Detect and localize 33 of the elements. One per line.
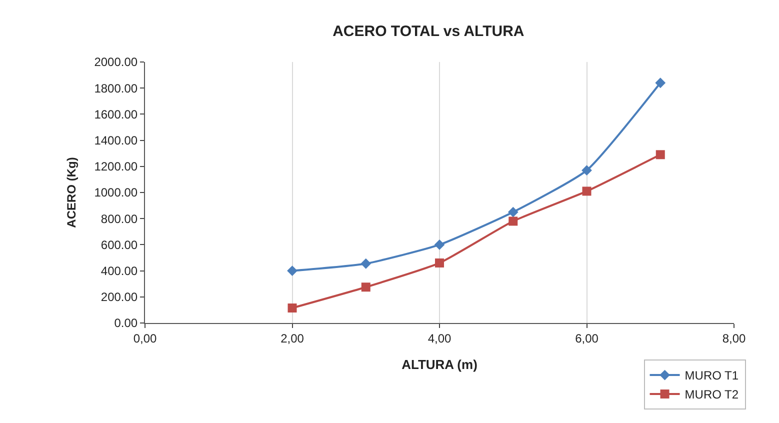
y-axis-title: ACERO (Kg) (64, 157, 79, 228)
x-axis-title: ALTURA (m) (402, 357, 478, 372)
point (656, 150, 665, 160)
y-tick-label: 2000.00 (94, 55, 138, 70)
y-tick-label: 1800.00 (94, 81, 138, 96)
x-tick-label: 4,00 (428, 331, 452, 346)
legend-label: MURO T1 (684, 368, 739, 383)
legend-label: MURO T2 (684, 388, 739, 402)
y-tick-label: 600.00 (100, 238, 138, 252)
y-tick-label: 1000.00 (94, 186, 138, 200)
point (508, 216, 518, 226)
point (508, 206, 518, 218)
y-tick-label: 400.00 (100, 264, 138, 278)
x-tick-label: 8,00 (722, 331, 746, 346)
point (435, 258, 444, 268)
y-tick-label: 800.00 (100, 212, 138, 226)
y-tick-label: 1200.00 (94, 160, 138, 174)
y-tick-label: 1600.00 (94, 107, 138, 122)
point (655, 78, 666, 88)
point (360, 258, 372, 269)
point (361, 282, 370, 292)
point (434, 240, 445, 250)
chart-title: ACERO TOTAL vs ALTURA (332, 22, 524, 40)
y-tick-label: 0.00 (114, 316, 138, 330)
point (288, 303, 297, 312)
x-tick-label: 2,00 (280, 331, 304, 346)
point (582, 186, 592, 196)
point (287, 266, 298, 276)
x-tick-label: 6,00 (575, 331, 599, 346)
x-tick-label: 0,00 (133, 331, 157, 346)
point (582, 165, 592, 176)
y-tick-label: 200.00 (100, 290, 138, 304)
y-tick-label: 1400.00 (94, 134, 138, 148)
